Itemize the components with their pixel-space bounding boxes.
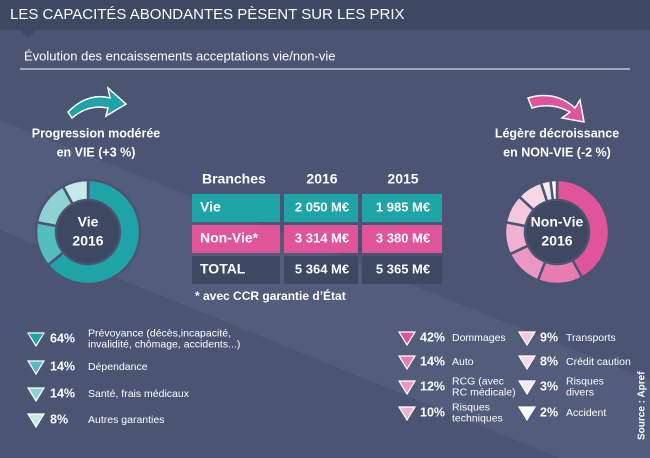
donut-segment	[46, 178, 142, 286]
legend-label: RCG (avec	[452, 375, 504, 387]
legend-label: Prévoyance (décès,incapacité,	[88, 327, 231, 339]
legend-label: Autres garanties	[88, 414, 164, 426]
subtitle: Évolution des encaissements acceptations…	[24, 48, 335, 63]
legend-marker	[397, 406, 417, 422]
table-cell	[362, 194, 442, 222]
source: Source : Apref	[637, 371, 648, 440]
legend-label: invalidité, chômage, accidents...)	[88, 338, 240, 350]
legend-marker	[26, 332, 46, 348]
title-bar	[0, 0, 650, 30]
legend-percent: 14%	[50, 386, 75, 400]
legend-label: Auto	[452, 356, 474, 368]
table-cell	[192, 225, 280, 253]
title: LES CAPACITÉS ABONDANTES PÈSENT SUR LES …	[10, 6, 405, 23]
donut-segment	[61, 178, 90, 206]
donut-center: Non-Vie	[531, 214, 584, 230]
donut-segment	[555, 178, 611, 280]
donut-hole	[57, 201, 119, 263]
table-cell-text: Non-Vie*	[200, 230, 259, 246]
donut-segment	[549, 178, 559, 202]
table-cell	[192, 256, 280, 284]
legend-label: Accident	[566, 407, 606, 419]
donut-hole	[526, 201, 588, 263]
legend-label: techniques	[452, 412, 503, 424]
table-cell-text: 5 365 M€	[376, 261, 430, 276]
legend-percent: 2%	[540, 405, 558, 419]
legend-percent: 12%	[420, 379, 445, 393]
legend-percent: 9%	[540, 330, 558, 344]
band	[0, 120, 650, 458]
up-arrow	[67, 85, 128, 120]
table-cell	[362, 256, 442, 284]
vie-heading: en VIE (+3 %)	[57, 145, 136, 159]
title-notch	[20, 30, 36, 38]
legend-percent: 64%	[50, 331, 75, 345]
legend-label: Risques	[566, 375, 604, 387]
table-cell-text: 1 985 M€	[376, 199, 430, 214]
table-cell	[362, 225, 442, 253]
legend-marker	[517, 331, 537, 347]
table-cell-text: 3 314 M€	[295, 230, 349, 245]
table-cell-text: 5 364 M€	[295, 261, 349, 276]
legend-label: divers	[566, 386, 594, 398]
legend-marker	[26, 387, 46, 403]
donut-center: 2016	[541, 233, 572, 249]
table-cell-text: 2 050 M€	[295, 199, 349, 214]
legend-marker	[397, 331, 417, 347]
legend-label: Crédit caution	[566, 356, 631, 368]
legend-percent: 14%	[50, 359, 75, 373]
donut-center: 2016	[72, 233, 103, 249]
donut-center: Vie	[78, 214, 99, 230]
legend-percent: 10%	[420, 405, 445, 419]
table-header: 2016	[306, 171, 337, 187]
legend-label: Transports	[566, 332, 616, 344]
legend-marker	[517, 355, 537, 371]
legend-marker	[517, 406, 537, 422]
table-cell-text: Vie	[200, 199, 221, 215]
legend-marker	[397, 355, 417, 371]
table-cell-text: 3 380 M€	[376, 230, 430, 245]
legend-label: Dommages	[452, 332, 506, 344]
vie-heading: Progression modérée	[32, 126, 161, 140]
table-cell	[284, 256, 358, 284]
legend-marker	[397, 380, 417, 396]
legend-marker	[26, 360, 46, 376]
table-note: * avec CCR garantie d’État	[195, 288, 346, 303]
legend-label: Dépendance	[88, 361, 148, 373]
legend-percent: 14%	[420, 354, 445, 368]
legend-percent: 3%	[540, 379, 558, 393]
non-vie-heading: en NON-VIE (-2 %)	[503, 145, 611, 159]
table-cell	[192, 194, 280, 222]
down-arrow	[526, 94, 585, 123]
table-cell	[284, 194, 358, 222]
legend-label: RC médicale)	[452, 386, 516, 398]
table-header: 2015	[387, 171, 418, 187]
legend-label: Risques	[452, 401, 490, 413]
table-cell-text: TOTAL	[200, 261, 246, 277]
legend-percent: 8%	[50, 412, 68, 426]
table-header: Branches	[202, 171, 266, 187]
legend-label: Santé, frais médicaux	[88, 388, 190, 400]
legend-marker	[517, 380, 537, 396]
non-vie-heading: Légère décroissance	[495, 126, 619, 140]
legend-percent: 8%	[540, 354, 558, 368]
table-cell	[284, 225, 358, 253]
legend-percent: 42%	[420, 330, 445, 344]
legend-marker	[26, 413, 46, 429]
